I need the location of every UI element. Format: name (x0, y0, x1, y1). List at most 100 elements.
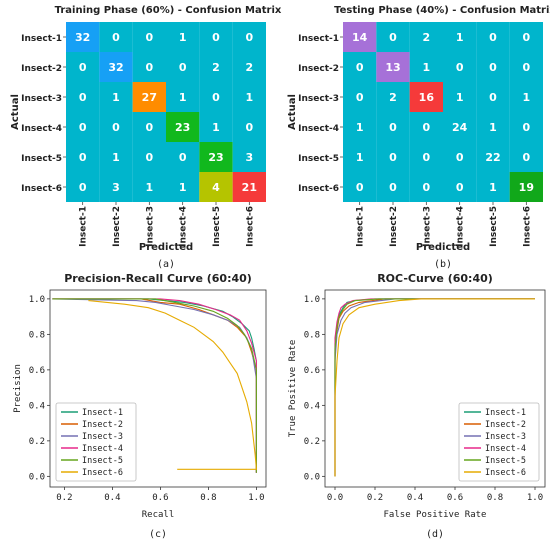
matrix-cell-value: 0 (112, 121, 120, 134)
col-tick-label: Insect-2 (389, 206, 399, 247)
matrix-cell (166, 172, 200, 202)
x-tick-label: 0.8 (487, 493, 503, 503)
row-tick-label: Insect-2 (298, 64, 339, 74)
matrix-cell-value: 27 (142, 91, 157, 104)
matrix-cell-value: 0 (423, 151, 431, 164)
matrix-cell (376, 112, 410, 142)
matrix-cell (232, 82, 266, 112)
series-line-insect-6 (88, 300, 257, 470)
matrix-cell (476, 112, 510, 142)
row-tick-label: Insect-4 (21, 124, 62, 134)
legend-label: Insect-2 (82, 420, 123, 430)
matrix-cell-value: 0 (523, 151, 531, 164)
matrix-cell-value: 0 (146, 61, 154, 74)
matrix-cell-value: 21 (242, 181, 257, 194)
matrix-cell-value: 0 (523, 121, 531, 134)
chart-title: ROC-Curve (60:40) (377, 272, 493, 285)
y-tick-label: 0.4 (304, 401, 320, 411)
legend-label: Insect-2 (485, 420, 526, 430)
matrix-cell-value: 23 (175, 121, 190, 134)
col-tick-label: Insect-3 (422, 206, 432, 247)
y-axis-label: Actual (10, 94, 21, 130)
row-tick-label: Insect-4 (298, 124, 339, 134)
matrix-cell-value: 13 (385, 61, 400, 74)
matrix-cell (509, 142, 543, 172)
x-tick-label: 0.4 (104, 493, 120, 503)
row-tick-label: Insect-3 (21, 94, 62, 104)
matrix-cell-value: 32 (75, 31, 90, 44)
matrix-cell-value: 0 (112, 31, 120, 44)
series-line-insect-5 (52, 298, 257, 473)
matrix-cell (232, 172, 266, 202)
col-tick-label: Insect-4 (179, 206, 189, 247)
x-tick-label: 0.6 (447, 493, 463, 503)
matrix-cell (99, 82, 133, 112)
series-line-insect-3 (334, 298, 535, 477)
matrix-cell (199, 172, 233, 202)
legend-label: Insect-4 (82, 444, 123, 454)
row-tick-label: Insect-2 (21, 64, 62, 74)
matrix-cell-value: 14 (352, 31, 368, 44)
matrix-cell-value: 0 (523, 31, 531, 44)
matrix-cell (199, 52, 233, 82)
y-axis-label: Precision (13, 364, 23, 413)
matrix-cell (199, 112, 233, 142)
legend-label: Insect-5 (82, 456, 123, 466)
matrix-cell (343, 172, 377, 202)
matrix-cell-value: 0 (146, 31, 154, 44)
matrix-cell-value: 1 (489, 121, 497, 134)
matrix-cell-value: 0 (456, 61, 464, 74)
matrix-cell-value: 0 (179, 61, 187, 74)
matrix-cell (232, 22, 266, 52)
matrix-cell-value: 1 (179, 31, 187, 44)
y-tick-label: 0.6 (304, 366, 320, 376)
legend-label: Insect-6 (485, 468, 526, 478)
matrix-cell (476, 52, 510, 82)
matrix-cell (443, 172, 477, 202)
matrix-cell-value: 0 (423, 121, 431, 134)
matrix-cell (132, 82, 166, 112)
panel-caption: (a) (157, 259, 175, 270)
matrix-cell (232, 142, 266, 172)
matrix-cell-value: 0 (489, 31, 497, 44)
matrix-cell-value: 0 (79, 91, 87, 104)
matrix-cell (443, 142, 477, 172)
matrix-cell-value: 0 (456, 181, 464, 194)
matrix-cell (376, 142, 410, 172)
matrix-cell-value: 3 (112, 181, 120, 194)
matrix-cell (199, 142, 233, 172)
matrix-cell (343, 142, 377, 172)
matrix-cell (509, 172, 543, 202)
matrix-cell (66, 172, 100, 202)
legend: Insect-1 Insect-2 Insect-3 Insect-4 Insect-5… (458, 402, 540, 482)
x-tick-label: 0.2 (367, 493, 383, 503)
matrix-cell (99, 52, 133, 82)
legend: Insect-1 Insect-2 Insect-3 Insect-4 Insect-5… (55, 402, 137, 482)
matrix-cell-value: 1 (146, 181, 154, 194)
matrix-cell (132, 142, 166, 172)
matrix-cell-value: 0 (212, 91, 220, 104)
y-tick-label: 0.2 (304, 437, 320, 447)
matrix-cell-value: 3 (246, 151, 254, 164)
col-tick-label: Insect-5 (212, 206, 222, 247)
matrix-cell-value: 2 (423, 31, 431, 44)
matrix-cell (509, 112, 543, 142)
x-tick-label: 0.2 (56, 493, 72, 503)
matrix-cell (443, 52, 477, 82)
legend-label: Insect-3 (82, 432, 123, 442)
matrix-cell (409, 82, 443, 112)
legend-label: Insect-1 (82, 408, 123, 418)
panel-caption: (d) (426, 529, 444, 540)
matrix-cell-value: 0 (423, 181, 431, 194)
row-tick-label: Insect-3 (298, 94, 339, 104)
matrix-cell (343, 112, 377, 142)
col-tick-label: Insect-3 (145, 206, 155, 247)
matrix-cell (66, 52, 100, 82)
matrix-cell-value: 0 (489, 91, 497, 104)
x-tick-label: 0.8 (200, 493, 216, 503)
matrix-cell (99, 112, 133, 142)
matrix-cell-value: 1 (179, 91, 187, 104)
matrix-cell (132, 112, 166, 142)
matrix-cell (409, 112, 443, 142)
matrix-cell (443, 22, 477, 52)
